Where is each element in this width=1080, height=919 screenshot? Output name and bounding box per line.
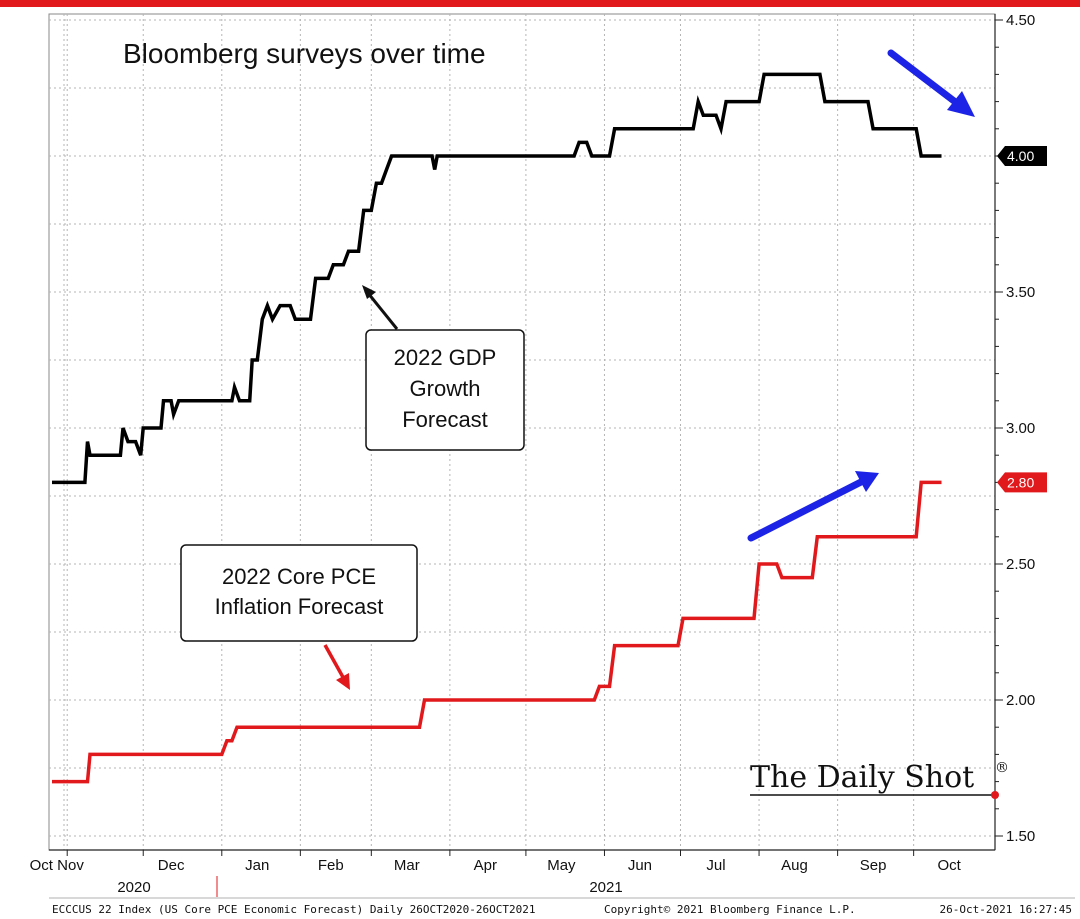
x-tick-label: Dec bbox=[158, 857, 185, 874]
daily-shot-logo-mark: ® bbox=[995, 760, 1009, 776]
top-accent-bar bbox=[0, 0, 1080, 7]
daily-shot-logo: The Daily Shot ® bbox=[750, 760, 1009, 799]
footer-right: 26-Oct-2021 16:27:45 bbox=[940, 903, 1072, 916]
y-tick-label: 1.50 bbox=[1006, 828, 1035, 845]
y-tick-label: 3.50 bbox=[1006, 284, 1035, 301]
x-tick-label: Aug bbox=[781, 857, 808, 874]
daily-shot-logo-dot bbox=[991, 791, 999, 799]
blue-up-arrow-shaft bbox=[747, 478, 865, 542]
gdp-annotation-line1: 2022 GDP bbox=[394, 345, 497, 370]
pce-last-value-tag: 2.80 bbox=[997, 472, 1047, 493]
footer-center: Copyright© 2021 Bloomberg Finance L.P. bbox=[604, 903, 856, 916]
gdp-last-value-label: 4.00 bbox=[1007, 148, 1034, 164]
blue-down-arrow-shaft bbox=[887, 49, 962, 108]
x-tick-label: Mar bbox=[394, 857, 420, 874]
pce-annotation-line2: Inflation Forecast bbox=[215, 594, 384, 619]
pce-last-value-label: 2.80 bbox=[1007, 474, 1034, 490]
gdp-annotation: 2022 GDP Growth Forecast bbox=[362, 285, 525, 451]
year-label-2020: 2020 bbox=[117, 879, 150, 896]
y-tick-label: 3.00 bbox=[1006, 420, 1035, 437]
x-axis: Oct Nov Dec Jan Feb Mar Apr May Jun Jul Aug Sep Oct bbox=[30, 849, 995, 874]
gdp-annotation-line3: Forecast bbox=[402, 407, 488, 432]
footer-left: ECCCUS 22 Index (US Core PCE Economic Fo… bbox=[52, 903, 535, 916]
x-tick-label: May bbox=[547, 857, 576, 874]
year-label-2021: 2021 bbox=[589, 879, 622, 896]
gdp-annotation-line2: Growth bbox=[410, 376, 481, 401]
pce-annotation-box bbox=[180, 544, 418, 642]
gdp-forecast-line bbox=[52, 72, 942, 485]
gdp-annotation-arrow bbox=[366, 292, 399, 330]
gdp-annotation-arrowhead bbox=[362, 285, 376, 299]
y-tick-label: 2.50 bbox=[1006, 556, 1035, 573]
x-tick-label: Jun bbox=[628, 857, 652, 874]
gdp-annotation-box bbox=[365, 329, 525, 451]
gdp-last-value-tag: 4.00 bbox=[997, 146, 1047, 166]
blue-up-arrow bbox=[747, 471, 879, 542]
pce-annotation-line1: 2022 Core PCE bbox=[222, 564, 376, 589]
daily-shot-logo-text: The Daily Shot bbox=[750, 760, 974, 795]
x-tick-label: Jan bbox=[245, 857, 269, 874]
x-tick-label: Oct Nov bbox=[30, 857, 85, 874]
blue-down-arrow bbox=[887, 49, 975, 117]
y-tick-label: 4.50 bbox=[1006, 12, 1035, 29]
gridlines bbox=[49, 14, 995, 850]
x-tick-label: Jul bbox=[706, 857, 725, 874]
pce-annotation-arrow bbox=[323, 644, 346, 680]
gdp-last-value-shape bbox=[997, 146, 1047, 166]
blue-down-arrowhead bbox=[947, 91, 975, 117]
x-tick-label: Oct bbox=[937, 857, 961, 874]
x-tick-label: Sep bbox=[860, 857, 887, 874]
pce-last-value-shape bbox=[997, 472, 1047, 493]
pce-annotation: 2022 Core PCE Inflation Forecast bbox=[180, 544, 418, 690]
blue-up-arrowhead bbox=[855, 471, 879, 492]
x-tick-label: Feb bbox=[318, 857, 344, 874]
pce-annotation-arrowhead bbox=[336, 673, 350, 690]
y-axis: 1.50 2.00 2.50 3.00 3.50 4.00 4.50 bbox=[995, 12, 1035, 845]
pce-forecast-line bbox=[52, 480, 942, 784]
y-tick-label: 2.00 bbox=[1006, 692, 1035, 709]
chart-title: Bloomberg surveys over time bbox=[123, 38, 486, 69]
x-tick-label: Apr bbox=[474, 857, 497, 874]
